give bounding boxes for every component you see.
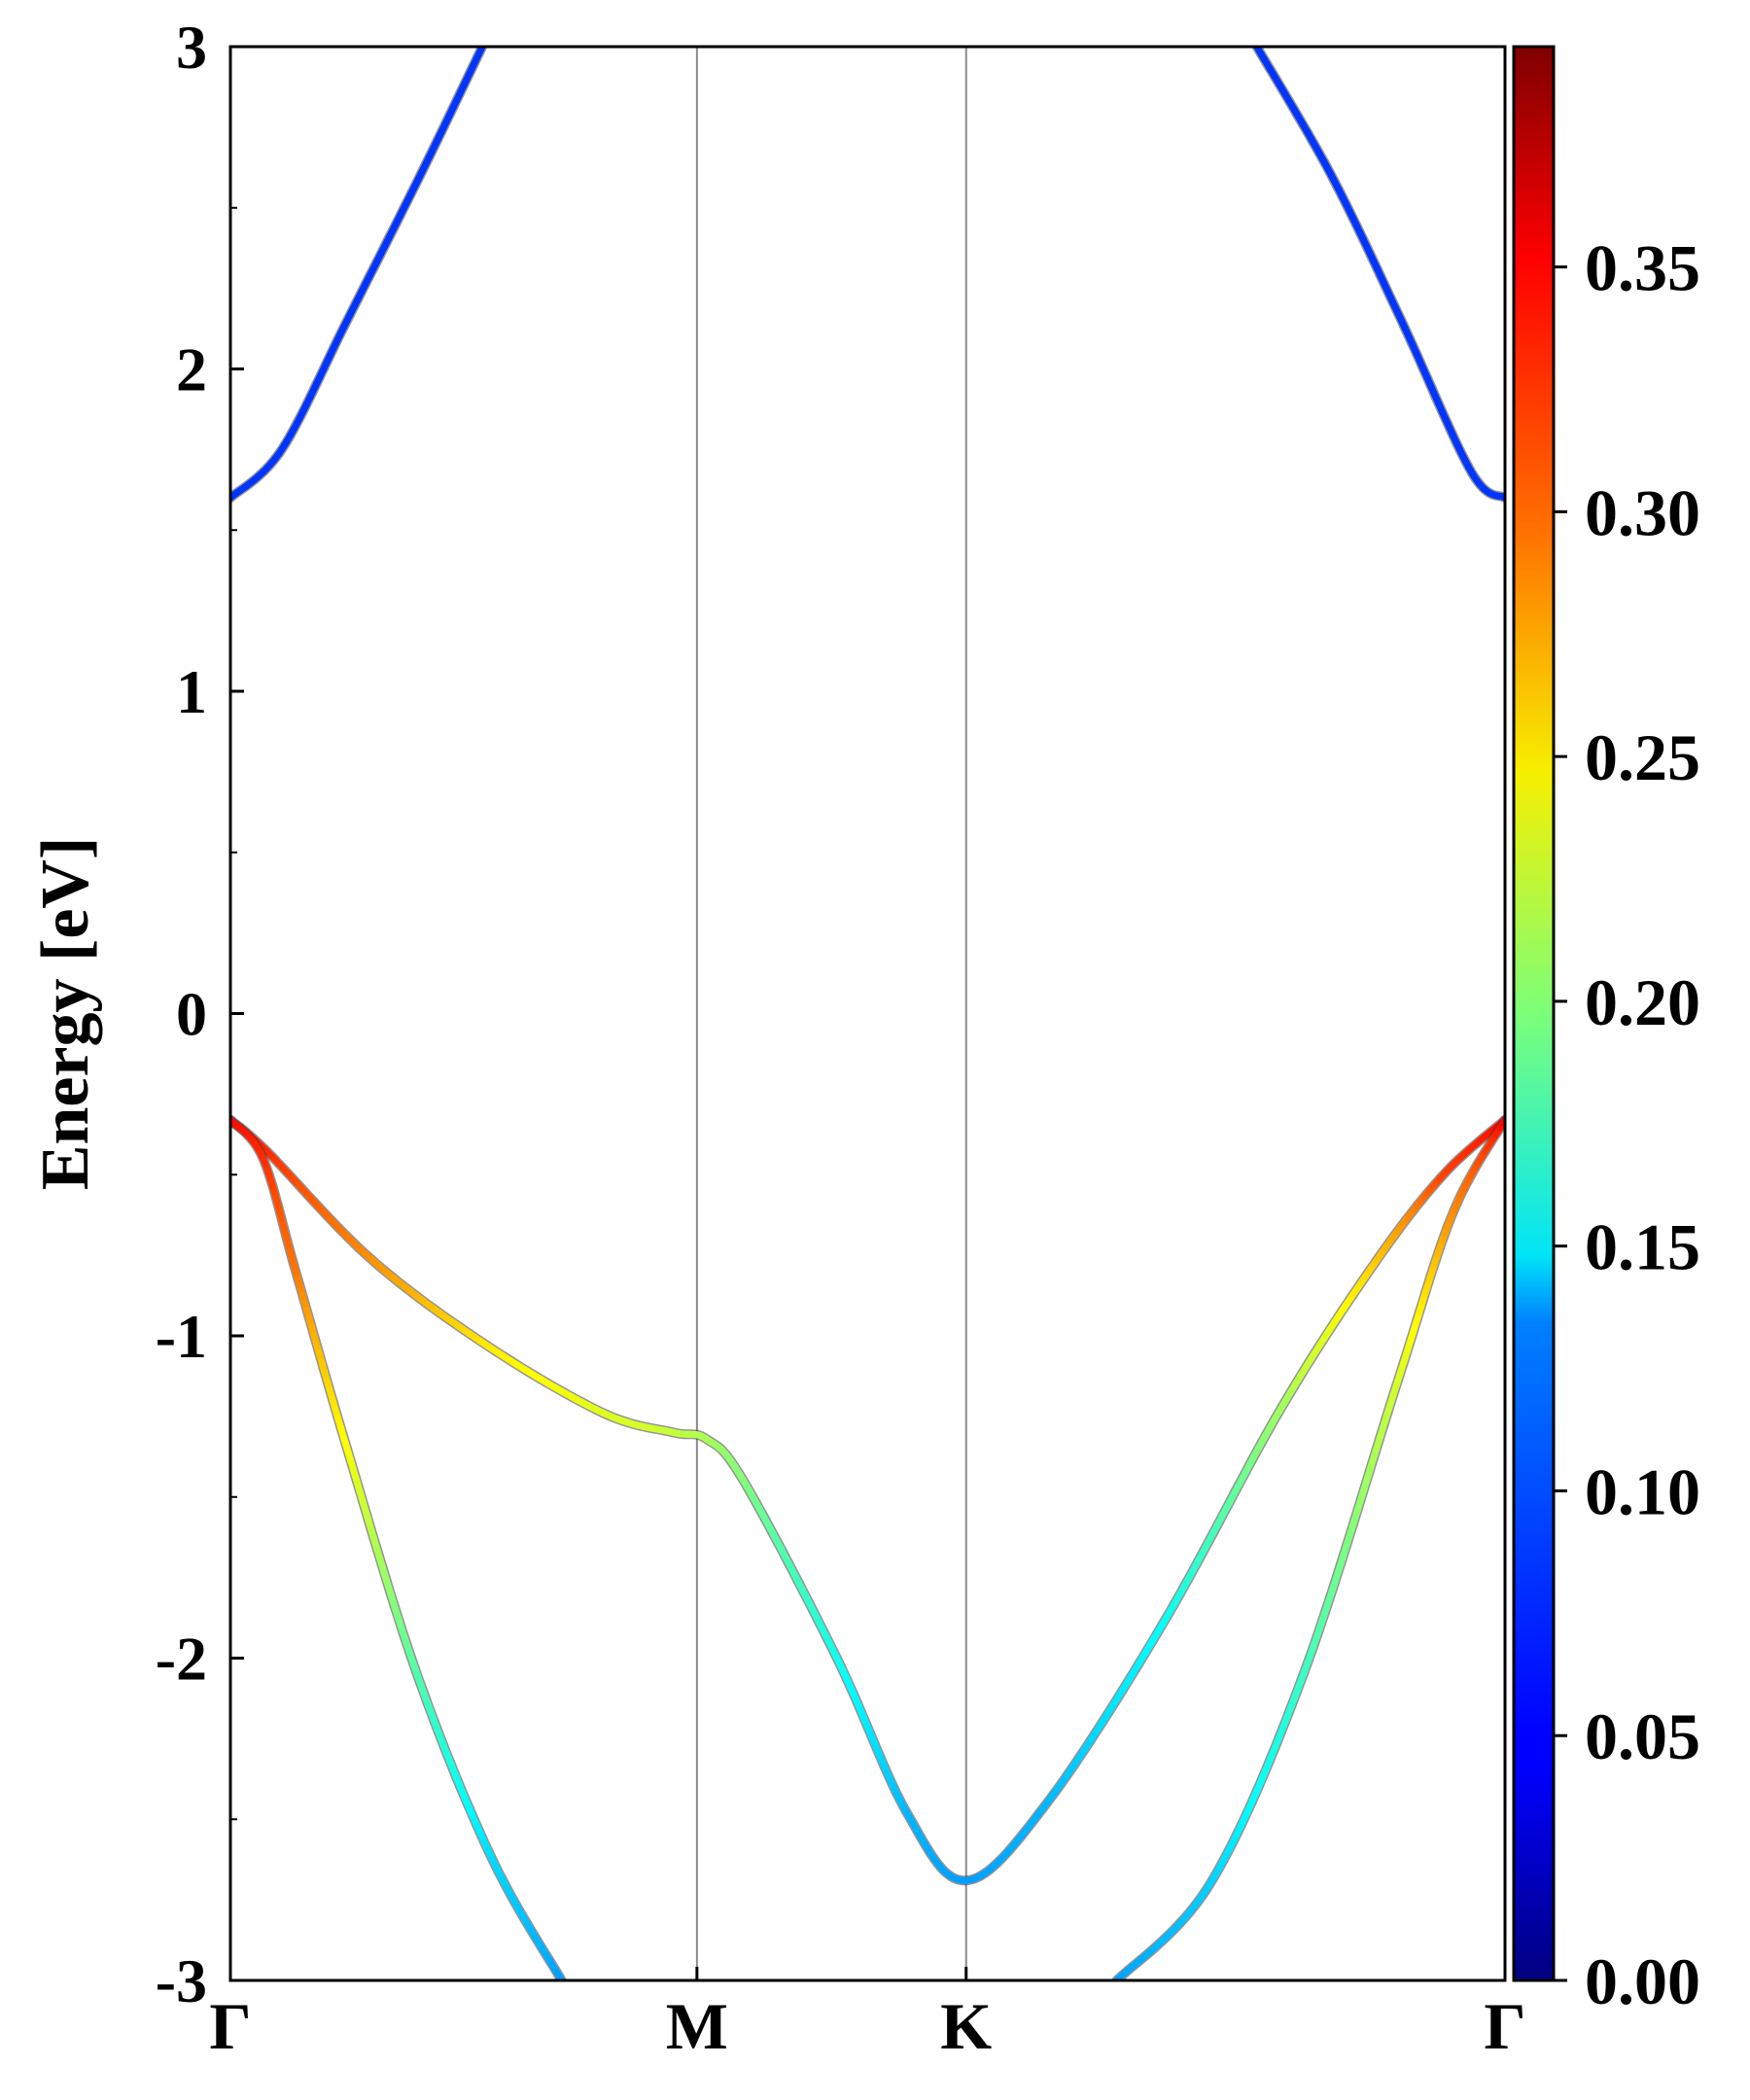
colorbar-tick-label: 0.35 — [1585, 231, 1700, 305]
band-5 — [1111, 1114, 1505, 1980]
colorbar-tick-label: 0.25 — [1585, 720, 1700, 794]
y-tick-label: 3 — [176, 13, 207, 82]
colorbar-tick-label: 0.15 — [1585, 1210, 1700, 1284]
colorbar-gradient — [1512, 45, 1556, 1982]
y-tick-label: 1 — [176, 657, 207, 726]
y-axis-ticks: -3 -2 -1 0 1 2 3 — [156, 13, 244, 2015]
colorbar-tick-label: 0.10 — [1585, 1454, 1700, 1528]
y-tick-label: -1 — [156, 1302, 207, 1371]
band-2 — [1251, 47, 1505, 504]
band-lines — [230, 47, 1505, 1980]
y-tick-label: -2 — [156, 1625, 207, 1694]
colorbar-tick-label: 0.30 — [1585, 475, 1700, 549]
x-tick-label: K — [940, 1989, 992, 2063]
y-tick-label: 0 — [176, 980, 207, 1049]
band-outline — [230, 1114, 567, 1980]
y-axis-label: Energy [eV] — [28, 837, 103, 1191]
band-outline — [230, 47, 488, 504]
band-1 — [230, 47, 488, 504]
band-outline — [1111, 1114, 1505, 1980]
x-tick-label: Γ — [1484, 1989, 1525, 2063]
y-tick-label: 2 — [176, 335, 207, 404]
band-outline — [230, 1114, 1505, 1886]
x-tick-label: Γ — [209, 1989, 251, 2063]
band-4 — [230, 1114, 567, 1980]
colorbar: 0.00 0.05 0.10 0.15 0.20 0.25 0.30 0.35 — [1512, 45, 1700, 2018]
colorbar-tick-label: 0.00 — [1585, 1944, 1700, 2018]
x-tick-label: M — [666, 1989, 728, 2063]
y-tick-label: -3 — [156, 1946, 207, 2015]
band-3 — [230, 1114, 1505, 1886]
high-symmetry-lines — [695, 47, 967, 1980]
colorbar-tick-label: 0.20 — [1585, 965, 1700, 1039]
colorbar-tick-label: 0.05 — [1585, 1699, 1700, 1773]
